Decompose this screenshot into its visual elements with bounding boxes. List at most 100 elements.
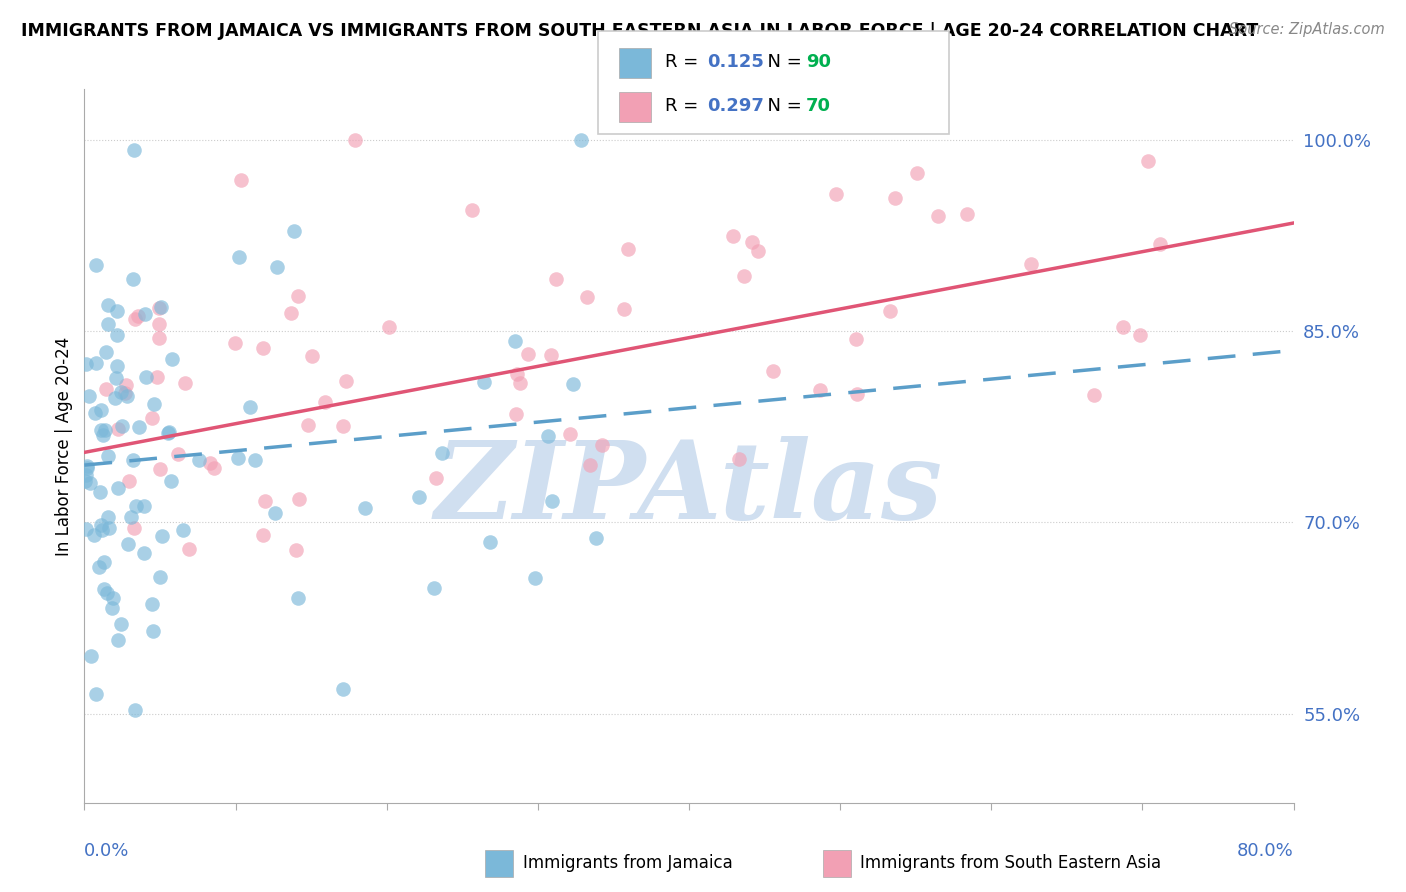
- Point: [167, 447, 190, 461]
- Point: [105, 371, 128, 385]
- Point: [591, 438, 613, 452]
- Point: [332, 419, 354, 434]
- Text: 0.125: 0.125: [707, 53, 763, 70]
- Point: [79, 649, 101, 664]
- Point: [105, 304, 128, 318]
- Point: [124, 703, 146, 717]
- Point: [97, 521, 120, 535]
- Point: [509, 376, 531, 390]
- Point: [122, 521, 145, 535]
- Point: [97, 317, 120, 331]
- Point: [79, 476, 101, 491]
- Point: [103, 591, 125, 605]
- Point: [84, 406, 107, 420]
- Point: [75, 467, 97, 482]
- Point: [408, 490, 430, 504]
- Text: Immigrants from Jamaica: Immigrants from Jamaica: [523, 855, 733, 872]
- Point: [808, 383, 831, 397]
- Point: [134, 546, 156, 560]
- Point: [135, 369, 157, 384]
- Point: [149, 570, 172, 584]
- Point: [110, 385, 132, 400]
- Point: [825, 187, 848, 202]
- Point: [747, 244, 769, 258]
- Point: [229, 173, 252, 187]
- Point: [297, 418, 319, 433]
- Point: [425, 471, 447, 485]
- Point: [111, 418, 134, 433]
- Point: [845, 332, 868, 346]
- Point: [252, 528, 274, 542]
- Point: [120, 509, 142, 524]
- Text: 70: 70: [806, 97, 831, 115]
- Point: [224, 335, 246, 350]
- Point: [927, 209, 949, 223]
- Point: [283, 223, 305, 237]
- Point: [157, 425, 180, 439]
- Point: [149, 300, 172, 314]
- Point: [105, 359, 128, 373]
- Point: [115, 378, 138, 392]
- Point: [200, 456, 222, 470]
- Point: [134, 307, 156, 321]
- Point: [141, 597, 163, 611]
- Point: [159, 474, 181, 488]
- Point: [101, 601, 124, 615]
- Point: [422, 581, 444, 595]
- Point: [335, 374, 357, 388]
- Point: [75, 474, 97, 488]
- Point: [560, 426, 582, 441]
- Point: [148, 331, 170, 345]
- Point: [132, 499, 155, 513]
- Point: [479, 535, 502, 549]
- Point: [733, 268, 755, 283]
- Point: [239, 400, 262, 414]
- Point: [228, 251, 250, 265]
- Point: [114, 386, 136, 401]
- Point: [122, 144, 145, 158]
- Point: [332, 681, 354, 696]
- Text: 0.297: 0.297: [707, 97, 763, 115]
- Point: [253, 494, 276, 508]
- Text: Immigrants from South Eastern Asia: Immigrants from South Eastern Asia: [860, 855, 1161, 872]
- Point: [96, 585, 118, 599]
- Point: [1129, 328, 1152, 343]
- Point: [179, 541, 201, 556]
- Text: N =: N =: [756, 53, 808, 70]
- Point: [517, 347, 540, 361]
- Point: [537, 429, 560, 443]
- Point: [172, 523, 194, 537]
- Point: [76, 459, 98, 474]
- Point: [87, 559, 110, 574]
- Y-axis label: In Labor Force | Age 20-24: In Labor Force | Age 20-24: [55, 336, 73, 556]
- Point: [546, 272, 568, 286]
- Point: [173, 376, 195, 390]
- Text: 0.0%: 0.0%: [84, 842, 129, 860]
- Point: [157, 426, 180, 441]
- Point: [93, 582, 115, 596]
- Point: [226, 451, 249, 466]
- Point: [93, 555, 115, 569]
- Point: [1019, 257, 1042, 271]
- Point: [148, 301, 170, 315]
- Point: [107, 481, 129, 495]
- Point: [202, 461, 225, 475]
- Point: [569, 133, 592, 147]
- Point: [585, 532, 607, 546]
- Point: [91, 523, 114, 537]
- Point: [124, 311, 146, 326]
- Point: [148, 462, 170, 476]
- Point: [96, 344, 118, 359]
- Point: [1149, 237, 1171, 252]
- Text: 80.0%: 80.0%: [1237, 842, 1294, 860]
- Point: [117, 388, 139, 402]
- Point: [118, 474, 141, 488]
- Point: [142, 624, 165, 638]
- Point: [301, 349, 323, 363]
- Point: [75, 522, 97, 536]
- Point: [121, 452, 143, 467]
- Point: [762, 364, 785, 378]
- Point: [728, 452, 751, 467]
- Point: [266, 260, 288, 274]
- Point: [506, 367, 529, 381]
